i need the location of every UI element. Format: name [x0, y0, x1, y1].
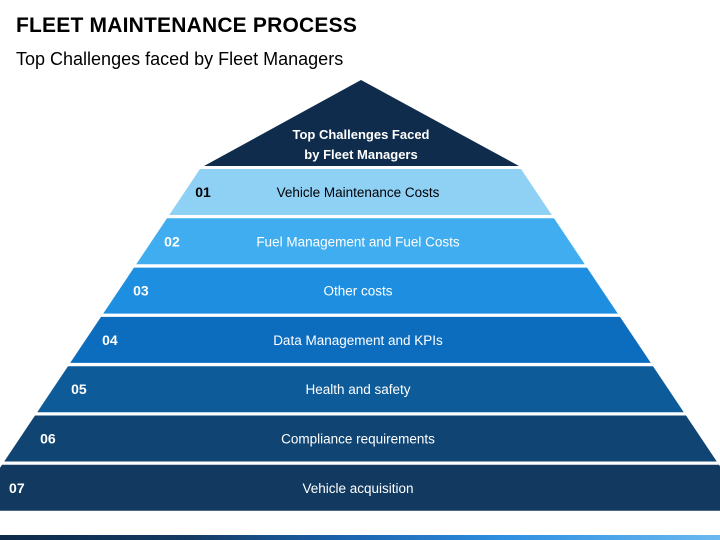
pyramid-tiers: 01 Vehicle Maintenance Costs 02 Fuel Manage… [0, 169, 720, 511]
pyramid-apex [204, 80, 519, 166]
tier-label-03: Other costs [323, 284, 392, 299]
pyramid-tier-02 [136, 218, 585, 265]
page-title: FLEET MAINTENANCE PROCESS [16, 14, 358, 37]
tier-number-01: 01 [195, 184, 211, 200]
pyramid-tier-04 [70, 316, 651, 363]
tier-label-01: Vehicle Maintenance Costs [277, 185, 440, 200]
tier-number-04: 04 [102, 332, 118, 348]
tier-label-02: Fuel Management and Fuel Costs [256, 234, 460, 249]
apex-label-line-2: by Fleet Managers [304, 147, 417, 162]
tier-label-07: Vehicle acquisition [302, 481, 413, 496]
pyramid-tier-03 [103, 267, 618, 314]
pyramid-tier-05 [37, 366, 684, 413]
apex-label-line-1: Top Challenges Faced [292, 127, 429, 142]
tier-number-03: 03 [133, 283, 149, 299]
tier-number-07: 07 [9, 480, 25, 496]
tier-label-06: Compliance requirements [281, 432, 435, 447]
tier-label-05: Health and safety [305, 382, 410, 397]
tier-number-06: 06 [40, 431, 56, 447]
pyramid-tier-06 [4, 415, 717, 462]
pyramid-tier-01 [169, 169, 552, 215]
tier-number-05: 05 [71, 381, 87, 397]
pyramid-tier-07 [0, 464, 720, 511]
tier-label-04: Data Management and KPIs [273, 333, 443, 348]
page-subtitle: Top Challenges faced by Fleet Managers [16, 49, 344, 69]
tier-number-02: 02 [164, 233, 180, 249]
footer-accent-bar [0, 535, 720, 540]
